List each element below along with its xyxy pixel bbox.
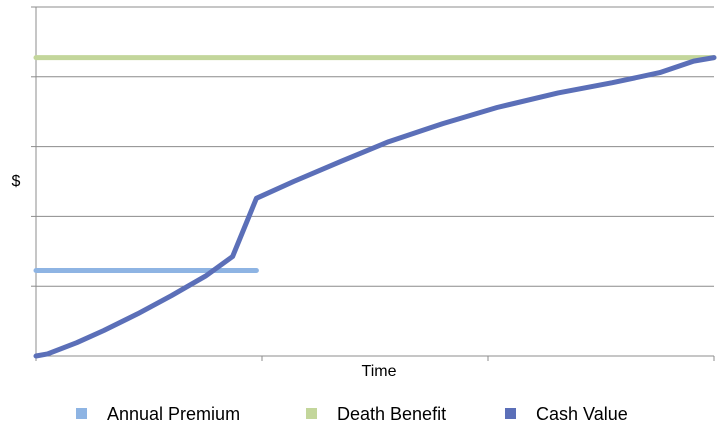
legend-item-cash-value: Cash Value [505, 404, 628, 424]
legend-swatch [76, 408, 87, 419]
legend: Annual Premium Death Benefit Cash Value [76, 404, 628, 424]
legend-label: Annual Premium [107, 404, 240, 424]
legend-swatch [505, 408, 516, 419]
legend-item-annual-premium: Annual Premium [76, 404, 240, 424]
series-line-cash-value [33, 55, 717, 359]
legend-label: Death Benefit [337, 404, 446, 424]
series-lines [33, 55, 717, 359]
legend-item-death-benefit: Death Benefit [306, 404, 446, 424]
legend-swatch [306, 408, 317, 419]
legend-label: Cash Value [536, 404, 628, 424]
x-axis-label: Time [362, 363, 397, 380]
y-axis-label: $ [12, 173, 21, 190]
